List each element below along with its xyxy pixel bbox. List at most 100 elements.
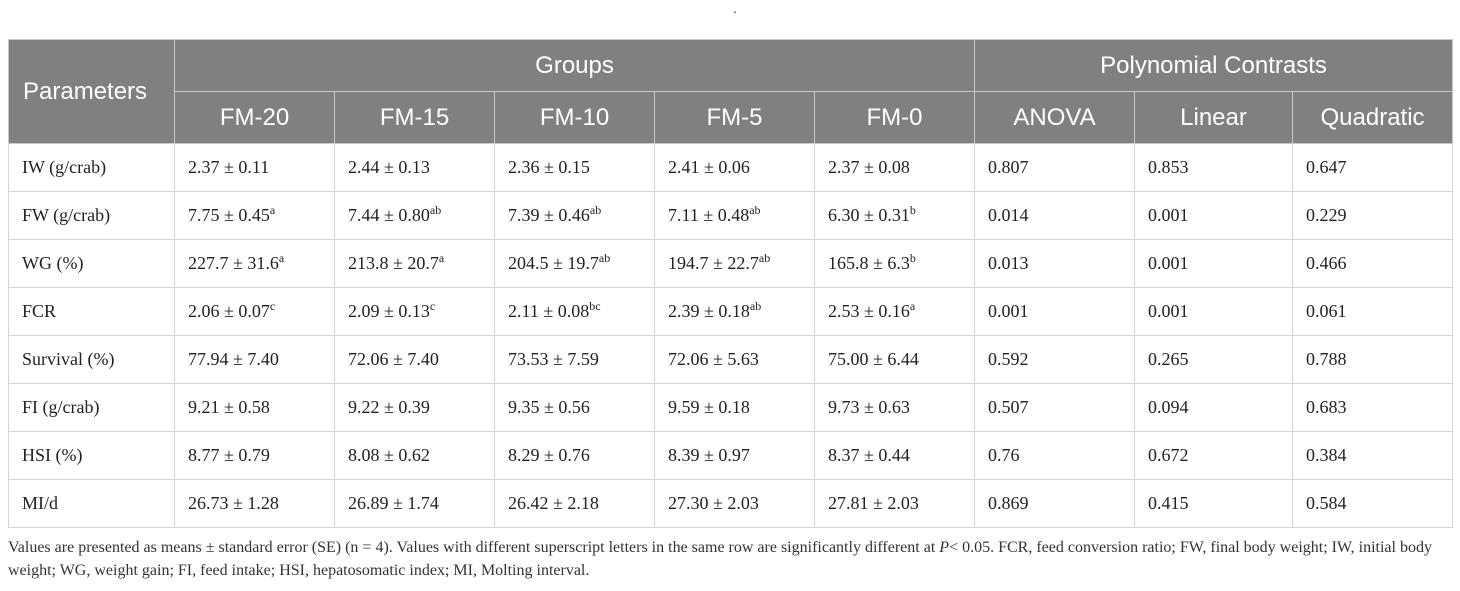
cell-value: 0.683 — [1306, 397, 1347, 417]
table-cell: 26.73 ± 1.28 — [174, 479, 335, 528]
table-cell: 2.11 ± 0.08bc — [494, 287, 655, 336]
significance-superscript: ab — [598, 251, 611, 265]
table-cell: 0.466 — [1292, 239, 1454, 288]
cell-value: 2.09 ± 0.13 — [348, 301, 430, 321]
significance-superscript: ab — [589, 203, 602, 217]
table-cell: 7.75 ± 0.45a — [174, 191, 335, 240]
cell-value: 2.36 ± 0.15 — [508, 157, 590, 177]
table-row: IW (g/crab) 2.37 ± 0.11 2.44 ± 0.13 2.36 ± … — [8, 143, 1454, 192]
table-cell: 9.35 ± 0.56 — [494, 383, 655, 432]
cell-value: 2.11 ± 0.08 — [508, 301, 590, 321]
table-row: FCR 2.06 ± 0.07c 2.09 ± 0.13c 2.11 ± 0.08bc… — [8, 287, 1454, 336]
subheader-anova: ANOVA — [974, 91, 1136, 144]
table-cell: 194.7 ± 22.7ab — [654, 239, 815, 288]
cell-value: 8.77 ± 0.79 — [188, 445, 270, 465]
table-cell: 0.853 — [1134, 143, 1294, 192]
cell-value: 0.094 — [1148, 397, 1189, 417]
cell-value: 0.265 — [1148, 349, 1189, 369]
table-cell: 227.7 ± 31.6a — [174, 239, 335, 288]
table-row: FW (g/crab) 7.75 ± 0.45a 7.44 ± 0.80ab 7.39… — [8, 191, 1454, 240]
table-cell: 0.094 — [1134, 383, 1294, 432]
table-cell: 0.76 — [974, 431, 1136, 480]
cell-value: 0.76 — [988, 445, 1020, 465]
table-cell: 0.584 — [1292, 479, 1454, 528]
header-groups: Groups — [173, 39, 976, 92]
table-cell: 213.8 ± 20.7a — [334, 239, 495, 288]
table-cell: 2.44 ± 0.13 — [334, 143, 495, 192]
significance-superscript: a — [269, 203, 276, 217]
header-parameters: Parameters — [8, 39, 175, 144]
cell-value: 0.672 — [1148, 445, 1189, 465]
significance-superscript: b — [909, 203, 916, 217]
significance-superscript: a — [438, 251, 445, 265]
cell-value: 0.001 — [1148, 301, 1189, 321]
row-label: IW (g/crab) — [8, 143, 175, 192]
significance-superscript: bc — [589, 299, 601, 313]
cell-value: 0.788 — [1306, 349, 1347, 369]
table-cell: 26.42 ± 2.18 — [494, 479, 655, 528]
table-body: IW (g/crab) 2.37 ± 0.11 2.44 ± 0.13 2.36 ± … — [8, 143, 1454, 528]
table-cell: 2.36 ± 0.15 — [494, 143, 655, 192]
table-cell: 0.592 — [974, 335, 1136, 384]
table-cell: 2.37 ± 0.08 — [813, 143, 976, 192]
table-row: WG (%) 227.7 ± 31.6a 213.8 ± 20.7a 204.5 ± … — [8, 239, 1454, 288]
cell-value: 2.37 ± 0.08 — [828, 157, 910, 177]
table-row: MI/d 26.73 ± 1.28 26.89 ± 1.74 26.42 ± 2.18… — [8, 479, 1454, 528]
table-cell: 0.001 — [1134, 191, 1294, 240]
table-cell: 27.81 ± 2.03 — [813, 479, 976, 528]
table-cell: 8.39 ± 0.97 — [654, 431, 815, 480]
table-cell: 8.37 ± 0.44 — [813, 431, 976, 480]
cell-value: 7.44 ± 0.80 — [348, 205, 430, 225]
cell-value: 165.8 ± 6.3 — [828, 253, 910, 273]
table-cell: 165.8 ± 6.3b — [813, 239, 976, 288]
table-cell: 8.29 ± 0.76 — [494, 431, 655, 480]
cell-value: 194.7 ± 22.7 — [668, 253, 759, 273]
footnote-part2: < 0.05. FCR, feed conversion ratio; FW, … — [8, 539, 1432, 579]
cell-value: 2.39 ± 0.18 — [668, 301, 750, 321]
cell-value: 7.39 ± 0.46 — [508, 205, 590, 225]
table-cell: 2.06 ± 0.07c — [174, 287, 335, 336]
table-cell: 0.014 — [974, 191, 1136, 240]
cell-value: 0.384 — [1306, 445, 1347, 465]
cell-value: 0.592 — [988, 349, 1029, 369]
row-label: HSI (%) — [8, 431, 175, 480]
cell-value: 0.415 — [1148, 493, 1189, 513]
table-cell: 77.94 ± 7.40 — [174, 335, 335, 384]
subheader-fm-0: FM-0 — [813, 91, 976, 144]
table-cell: 0.265 — [1134, 335, 1294, 384]
cell-value: 9.73 ± 0.63 — [828, 397, 910, 417]
table-cell: 75.00 ± 6.44 — [813, 335, 976, 384]
subheader-fm-20: FM-20 — [174, 91, 335, 144]
cell-value: 8.29 ± 0.76 — [508, 445, 590, 465]
table-row: HSI (%) 8.77 ± 0.79 8.08 ± 0.62 8.29 ± 0.76… — [8, 431, 1454, 480]
table-footnote: Values are presented as means ± standard… — [8, 536, 1453, 582]
table-cell: 0.384 — [1292, 431, 1454, 480]
table-cell: 0.001 — [1134, 239, 1294, 288]
significance-superscript: b — [909, 251, 916, 265]
cell-value: 0.014 — [988, 205, 1029, 225]
cell-value: 26.42 ± 2.18 — [508, 493, 599, 513]
cell-value: 9.22 ± 0.39 — [348, 397, 430, 417]
table-cell: 0.672 — [1134, 431, 1294, 480]
cell-value: 0.853 — [1148, 157, 1189, 177]
table-row: FI (g/crab) 9.21 ± 0.58 9.22 ± 0.39 9.35 ± … — [8, 383, 1454, 432]
table-cell: 27.30 ± 2.03 — [654, 479, 815, 528]
cell-value: 8.39 ± 0.97 — [668, 445, 750, 465]
cell-value: 77.94 ± 7.40 — [188, 349, 279, 369]
cell-value: 0.647 — [1306, 157, 1347, 177]
table-cell: 2.41 ± 0.06 — [654, 143, 815, 192]
table-cell: 9.59 ± 0.18 — [654, 383, 815, 432]
table-cell: 7.11 ± 0.48ab — [654, 191, 815, 240]
cell-value: 9.21 ± 0.58 — [188, 397, 270, 417]
significance-superscript: ab — [429, 203, 442, 217]
cell-value: 213.8 ± 20.7 — [348, 253, 439, 273]
cell-value: 0.001 — [988, 301, 1029, 321]
row-label: FCR — [8, 287, 175, 336]
footnote-part1: Values are presented as means ± standard… — [8, 539, 940, 556]
table-cell: 0.807 — [974, 143, 1136, 192]
cell-value: 0.869 — [988, 493, 1029, 513]
table-cell: 7.44 ± 0.80ab — [334, 191, 495, 240]
cell-value: 27.30 ± 2.03 — [668, 493, 759, 513]
table-cell: 2.53 ± 0.16a — [813, 287, 976, 336]
significance-superscript: ab — [758, 251, 771, 265]
